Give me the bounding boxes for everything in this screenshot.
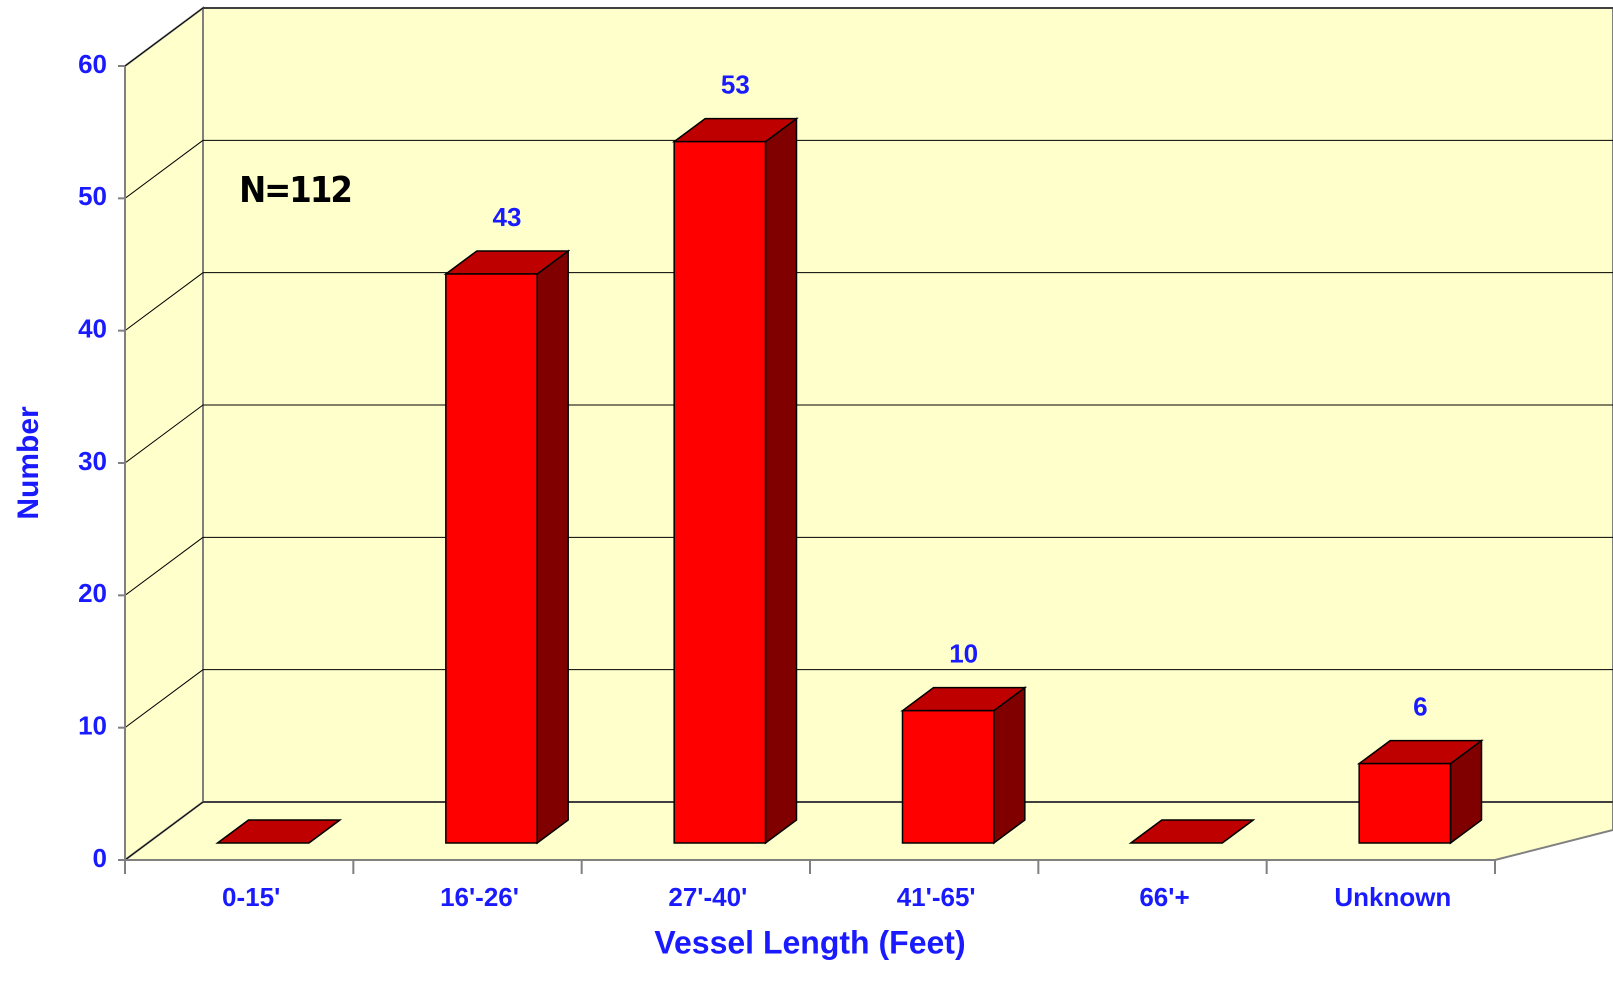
data-label: 43: [493, 202, 522, 232]
bar-top: [1128, 819, 1256, 844]
bar-front: [445, 273, 538, 844]
bar-side: [536, 249, 569, 845]
bar: [900, 686, 1028, 845]
y-tick-label: 30: [78, 446, 107, 476]
data-label: 10: [949, 639, 978, 669]
x-tick-label: 66'+: [1139, 882, 1189, 912]
bar: [1356, 739, 1484, 845]
x-tick-label: 41'-65': [897, 882, 976, 912]
bar: [1128, 819, 1256, 844]
bar-top: [215, 819, 343, 844]
bar-front: [1358, 762, 1452, 844]
grid-line: [124, 536, 204, 596]
y-tick-label: 0: [93, 843, 107, 873]
x-tick-label: Unknown: [1334, 882, 1451, 912]
y-axis-title: Number: [12, 406, 45, 520]
bar: [671, 117, 799, 845]
y-tick-label: 10: [78, 711, 107, 741]
x-tick-label: 16'-26': [440, 882, 519, 912]
data-label: 53: [721, 70, 750, 100]
x-tick-label: 27'-40': [668, 882, 747, 912]
bar-front: [673, 140, 767, 844]
bar: [215, 819, 343, 844]
x-tick-label: 0-15': [222, 882, 280, 912]
bar-side: [993, 686, 1026, 845]
grid-line: [124, 7, 204, 67]
x-axis-title: Vessel Length (Feet): [654, 924, 965, 960]
grid-line: [124, 139, 204, 199]
y-tick-label: 50: [78, 181, 107, 211]
grid-line: [124, 801, 204, 861]
y-tick-label: 40: [78, 314, 107, 344]
grid-line: [124, 669, 204, 729]
bar: [443, 249, 571, 845]
bars: [215, 117, 1484, 845]
annotation: N=112: [239, 170, 351, 211]
data-label: 6: [1413, 691, 1427, 721]
y-tick-label: 20: [78, 578, 107, 608]
y-tick-label: 60: [78, 49, 107, 79]
bar-side: [764, 117, 798, 845]
grid-line: [124, 404, 204, 464]
grid-line: [124, 272, 204, 332]
bar-front: [901, 709, 995, 844]
grid: [124, 7, 1613, 861]
